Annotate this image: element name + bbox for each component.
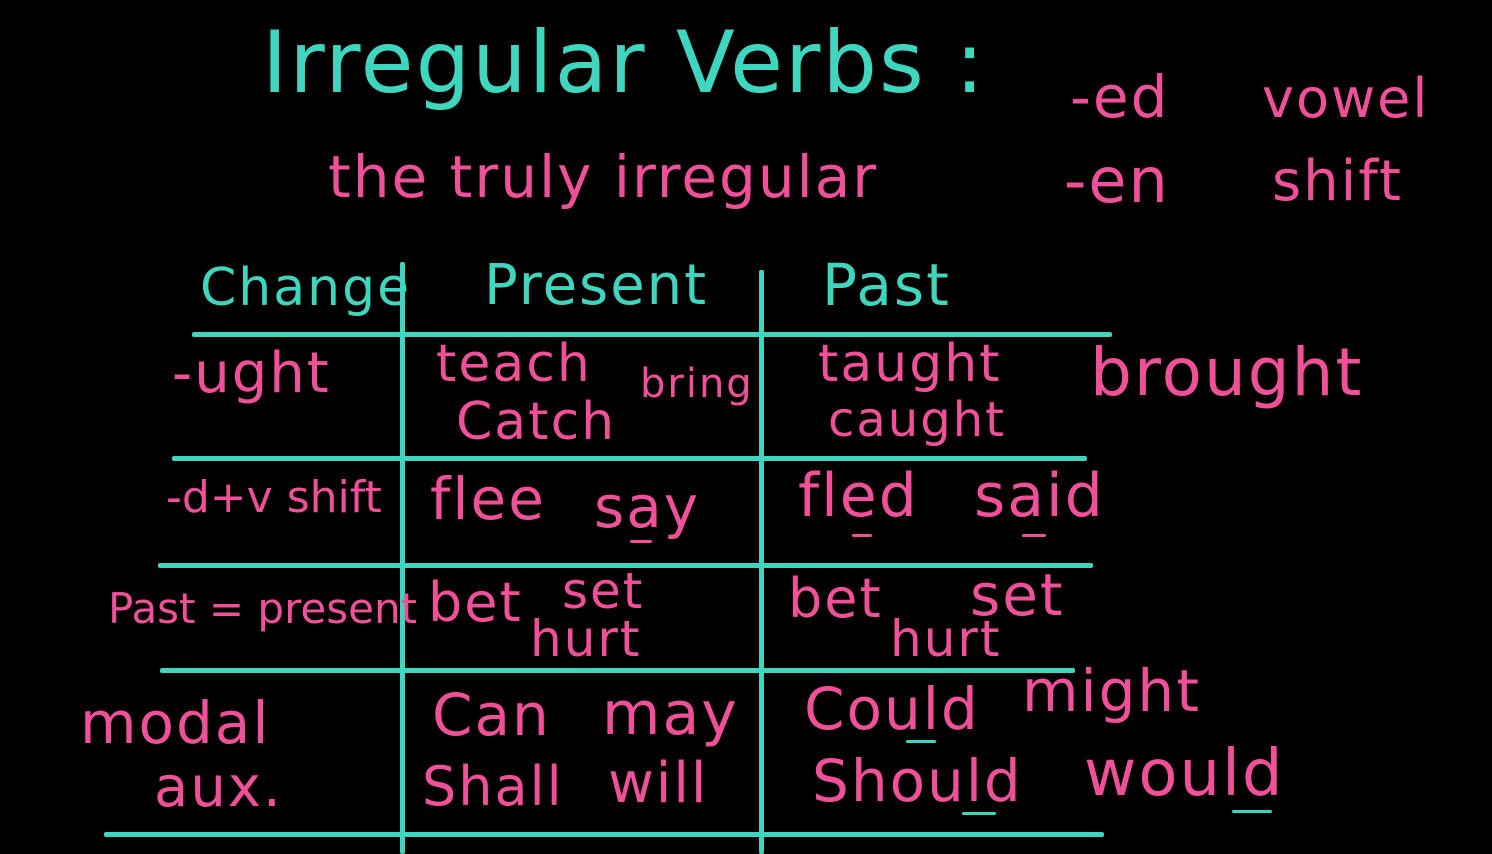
row1-change: -ught <box>172 341 331 406</box>
row2-present-flee: flee <box>430 465 546 533</box>
row1-present-catch: Catch <box>456 392 617 452</box>
side-note-vowel: vowel <box>1262 67 1430 130</box>
table-column-divider-1 <box>400 262 405 854</box>
table-header-change: Change <box>200 258 412 318</box>
row4-underline-could <box>906 740 936 743</box>
table-bottom-rule <box>104 832 1104 837</box>
row2-vowel-underline-fled <box>852 534 872 537</box>
table-header-present: Present <box>484 253 709 318</box>
row4-past-could: Could <box>804 675 980 743</box>
row3-present-set: set <box>562 562 645 620</box>
table-column-divider-2 <box>759 270 764 854</box>
row2-vowel-underline-said <box>1022 534 1046 537</box>
row4-change-line1: modal <box>80 689 271 757</box>
row4-change-line2: aux. <box>154 755 283 820</box>
table-header-rule <box>192 332 1112 337</box>
table-row-rule-3 <box>160 668 1075 673</box>
row2-change: -d+v shift <box>166 472 382 523</box>
row1-past-caught: caught <box>828 392 1006 448</box>
row4-past-should: Should <box>812 747 1023 815</box>
side-note-ed: -ed <box>1070 63 1170 131</box>
row2-past-fled: fled <box>798 461 919 531</box>
row4-present-will: will <box>608 751 709 816</box>
row4-past-would: would <box>1084 737 1285 811</box>
row3-past-bet: bet <box>788 567 883 630</box>
row4-past-might: might <box>1022 657 1201 725</box>
board-subtitle: the truly irregular <box>328 143 879 211</box>
row2-vowel-underline-say <box>630 540 652 543</box>
row3-change: Past = present <box>108 584 418 633</box>
table-row-rule-1 <box>172 456 1087 461</box>
side-note-en: -en <box>1064 144 1170 217</box>
row3-past-set: set <box>970 561 1065 629</box>
row4-present-can: Can <box>432 681 551 749</box>
row2-present-say: say <box>594 473 701 541</box>
row1-past-brought: brought <box>1090 334 1364 411</box>
board-title: Irregular Verbs : <box>262 13 987 113</box>
side-note-shift: shift <box>1272 149 1403 214</box>
row3-past-hurt: hurt <box>890 610 1002 668</box>
row1-present-bring: bring <box>640 361 754 407</box>
row4-present-may: may <box>602 679 739 749</box>
row4-underline-should <box>962 812 996 815</box>
row4-present-shall: Shall <box>422 755 564 818</box>
row2-past-said: said <box>974 461 1105 531</box>
table-header-past: Past <box>822 251 951 319</box>
row4-underline-would <box>1232 810 1272 813</box>
row1-present-teach: teach <box>436 334 592 394</box>
row3-present-bet: bet <box>428 571 523 634</box>
table-row-rule-2 <box>158 563 1093 568</box>
row1-past-taught: taught <box>818 334 1002 394</box>
row3-present-hurt: hurt <box>530 610 642 668</box>
